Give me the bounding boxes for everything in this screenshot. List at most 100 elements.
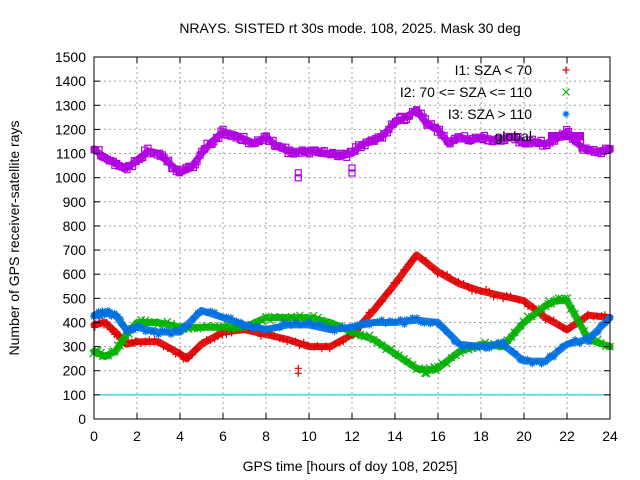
data-point bbox=[438, 269, 446, 277]
data-point bbox=[516, 356, 524, 364]
data-point bbox=[507, 333, 516, 342]
data-point bbox=[214, 332, 222, 340]
data-point bbox=[365, 321, 373, 329]
data-point bbox=[338, 149, 346, 157]
data-point bbox=[313, 313, 322, 322]
data-point bbox=[353, 321, 361, 329]
data-point bbox=[318, 148, 326, 156]
data-point bbox=[482, 345, 490, 353]
y-tick-label: 1500 bbox=[55, 49, 86, 65]
x-tick-label: 8 bbox=[262, 428, 270, 444]
data-point bbox=[98, 307, 106, 315]
data-point bbox=[254, 322, 262, 330]
data-point bbox=[213, 133, 221, 141]
data-point bbox=[387, 286, 395, 294]
data-point bbox=[555, 321, 563, 329]
data-point bbox=[258, 325, 266, 333]
data-point bbox=[163, 327, 171, 335]
data-point bbox=[158, 151, 167, 159]
data-point bbox=[96, 151, 105, 160]
data-point bbox=[232, 317, 240, 325]
legend-marker bbox=[562, 110, 570, 118]
data-point bbox=[455, 278, 463, 286]
data-point bbox=[575, 319, 584, 328]
data-point bbox=[145, 336, 153, 344]
data-point bbox=[533, 138, 542, 146]
data-point bbox=[594, 328, 602, 336]
x-tick-label: 14 bbox=[387, 428, 403, 444]
data-point bbox=[198, 308, 206, 316]
y-tick-label: 1300 bbox=[55, 97, 86, 113]
data-point bbox=[429, 266, 437, 274]
chart-title: NRAYS. SISTED rt 30s mode. 108, 2025. Ma… bbox=[179, 20, 520, 36]
data-point bbox=[168, 346, 176, 354]
data-point bbox=[91, 146, 99, 154]
data-point bbox=[180, 322, 188, 330]
data-point bbox=[420, 319, 428, 327]
data-point bbox=[588, 331, 596, 339]
y-tick-label: 700 bbox=[63, 242, 87, 258]
data-point bbox=[512, 350, 520, 358]
data-point bbox=[244, 320, 252, 328]
data-point bbox=[98, 153, 106, 161]
data-point bbox=[464, 342, 472, 350]
data-point bbox=[378, 134, 387, 142]
data-point bbox=[111, 309, 119, 317]
data-point bbox=[597, 321, 605, 329]
data-point bbox=[493, 292, 501, 300]
data-point bbox=[485, 287, 493, 295]
data-point bbox=[175, 328, 183, 336]
data-point bbox=[270, 332, 278, 340]
data-point bbox=[326, 345, 334, 353]
data-point bbox=[294, 369, 302, 377]
data-point bbox=[331, 327, 339, 335]
data-point bbox=[578, 144, 586, 152]
data-point bbox=[133, 337, 141, 345]
x-tick-label: 22 bbox=[559, 428, 575, 444]
data-point bbox=[447, 332, 455, 340]
data-point bbox=[430, 318, 438, 326]
data-point bbox=[417, 318, 425, 326]
data-point bbox=[202, 309, 210, 317]
data-point bbox=[137, 340, 145, 348]
data-point bbox=[342, 149, 350, 158]
data-point bbox=[356, 330, 365, 339]
data-point bbox=[188, 351, 196, 359]
data-point bbox=[336, 339, 344, 347]
data-point bbox=[237, 318, 245, 326]
data-point bbox=[287, 149, 295, 157]
data-point bbox=[345, 323, 353, 331]
data-point bbox=[343, 153, 351, 161]
data-point bbox=[185, 322, 193, 330]
data-point bbox=[222, 330, 230, 338]
data-point bbox=[278, 313, 287, 322]
data-point bbox=[296, 321, 304, 329]
data-point bbox=[508, 346, 516, 354]
data-point bbox=[417, 109, 425, 117]
data-point bbox=[584, 310, 592, 318]
data-point bbox=[601, 311, 609, 319]
data-point bbox=[119, 322, 127, 330]
data-point bbox=[524, 356, 532, 364]
data-point bbox=[462, 135, 470, 143]
data-point bbox=[567, 339, 575, 347]
data-point bbox=[287, 321, 295, 329]
data-point bbox=[566, 324, 574, 332]
x-tick-label: 4 bbox=[176, 428, 184, 444]
data-point bbox=[271, 323, 279, 331]
data-point bbox=[301, 319, 309, 327]
data-point bbox=[276, 335, 284, 343]
data-point bbox=[418, 254, 426, 262]
data-point bbox=[580, 314, 588, 322]
data-point bbox=[247, 140, 255, 148]
data-point bbox=[292, 337, 300, 345]
data-point bbox=[346, 147, 354, 155]
data-point bbox=[571, 309, 579, 318]
x-tick-label: 16 bbox=[430, 428, 446, 444]
data-point bbox=[422, 369, 431, 378]
data-point bbox=[158, 319, 166, 328]
data-point bbox=[450, 338, 458, 346]
data-point bbox=[598, 312, 606, 320]
data-point bbox=[141, 328, 149, 336]
